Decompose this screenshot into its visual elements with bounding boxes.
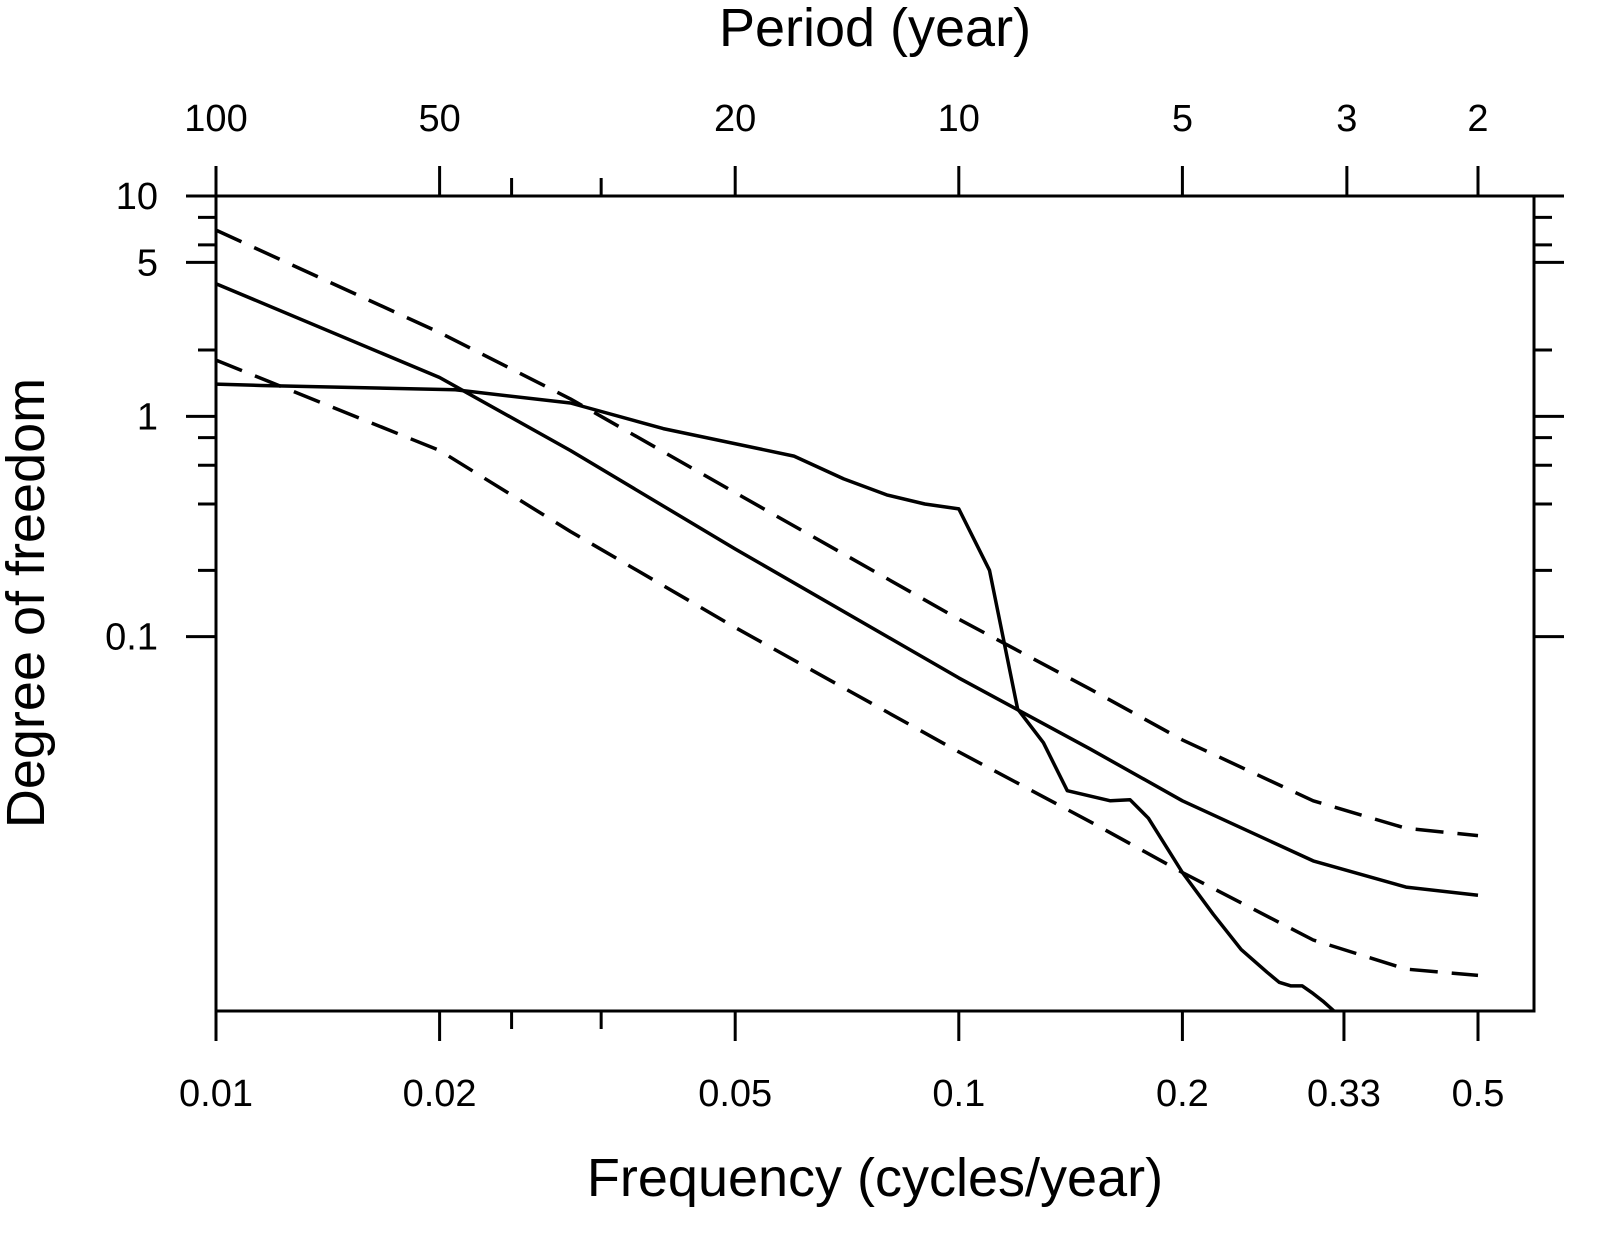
series-layer <box>215 228 1479 1013</box>
top-tick-label: 2 <box>1467 98 1488 140</box>
y-axis-title: Degree of freedom <box>0 378 56 828</box>
y-tick-label: 5 <box>137 242 158 284</box>
y-tick-label: 1 <box>137 396 158 438</box>
x-tick-label: 0.33 <box>1307 1073 1381 1115</box>
series-line-1 <box>215 282 1479 898</box>
tick-layer <box>186 166 1564 1041</box>
series-line-4 <box>215 382 1336 1013</box>
top-tick-label: 5 <box>1172 98 1193 140</box>
x-tick-label: 0.1 <box>932 1073 985 1115</box>
label-layer: 0.01 0.02 0.05 0.1 0.2 0.33 0.5 100 50 20 10 5 3 2 10 5… <box>105 98 1504 1115</box>
top-tick-label: 3 <box>1336 98 1357 140</box>
x-tick-label: 0.2 <box>1156 1073 1209 1115</box>
series-line-3 <box>215 358 1479 978</box>
top-tick-label: 10 <box>938 98 980 140</box>
top-axis-title: Period (year) <box>719 0 1031 58</box>
x-axis-title: Frequency (cycles/year) <box>587 1148 1163 1208</box>
x-tick-label: 0.05 <box>698 1073 772 1115</box>
top-tick-label: 20 <box>714 98 756 140</box>
x-tick-label: 0.02 <box>403 1073 477 1115</box>
top-tick-label: 50 <box>418 98 460 140</box>
x-tick-label: 0.5 <box>1452 1073 1505 1115</box>
plot-frame <box>214 194 1536 1013</box>
top-tick-label: 100 <box>184 98 247 140</box>
x-tick-label: 0.01 <box>179 1073 253 1115</box>
y-tick-label: 10 <box>116 176 158 218</box>
y-tick-label: 0.1 <box>105 617 158 659</box>
series-line-2 <box>215 228 1479 838</box>
